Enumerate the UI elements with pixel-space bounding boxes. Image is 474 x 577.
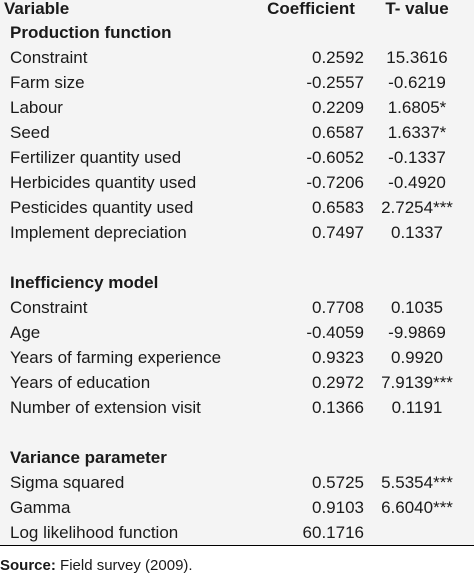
table-row: Labour 0.2209 1.6805* xyxy=(0,95,474,120)
t-value-cell: 5.5354*** xyxy=(381,473,453,492)
header-variable: Variable xyxy=(4,0,70,18)
coefficient-cell: 0.2209 xyxy=(312,98,364,117)
table-row: Implement depreciation 0.7497 0.1337 xyxy=(0,220,474,245)
results-table: Variable Coefficient T- value Production… xyxy=(0,0,474,545)
coefficient-cell: -0.4059 xyxy=(306,323,364,342)
section-title: Inefficiency model xyxy=(10,273,159,292)
variable-cell: Constraint xyxy=(10,298,88,317)
table-body: Production function Constraint 0.2592 15.36… xyxy=(0,20,474,545)
coefficient-cell: 0.2592 xyxy=(312,48,364,67)
variable-cell: Implement depreciation xyxy=(10,223,187,242)
t-value-cell: -0.1337 xyxy=(388,148,446,167)
variable-cell: Farm size xyxy=(10,73,85,92)
table-row: Pesticides quantity used 0.6583 2.7254*** xyxy=(0,195,474,220)
t-value-cell: 1.6805* xyxy=(387,98,447,117)
header-t-value: T- value xyxy=(385,0,449,18)
t-value-cell: 2.7254*** xyxy=(381,198,453,217)
variable-cell: Number of extension visit xyxy=(10,398,201,417)
section-spacer xyxy=(0,245,474,270)
coefficient-cell: 0.7708 xyxy=(312,298,364,317)
t-value-cell: 1.6337* xyxy=(387,123,447,142)
variable-cell: Years of education xyxy=(10,373,151,392)
table-row: Sigma squared 0.5725 5.5354*** xyxy=(0,470,474,495)
table-row: Herbicides quantity used -0.7206 -0.4920 xyxy=(0,170,474,195)
variable-cell: Herbicides quantity used xyxy=(10,173,197,192)
coefficient-cell: 0.2972 xyxy=(312,373,364,392)
section-title: Production function xyxy=(10,23,172,42)
section-spacer xyxy=(0,420,474,445)
coefficient-cell: -0.7206 xyxy=(306,173,364,192)
table-row: Gamma 0.9103 6.6040*** xyxy=(0,495,474,520)
source-text: Field survey (2009). xyxy=(60,557,193,574)
table-row: Constraint 0.7708 0.1035 xyxy=(0,295,474,320)
table-header: Variable Coefficient T- value xyxy=(0,0,474,20)
variable-cell: Sigma squared xyxy=(10,473,125,492)
variable-cell: Labour xyxy=(10,98,63,117)
variable-cell: Log likelihood function xyxy=(10,523,179,542)
coefficient-cell: 0.7497 xyxy=(312,223,364,242)
t-value-cell: -0.4920 xyxy=(388,173,446,192)
t-value-cell: 0.9920 xyxy=(391,348,443,367)
section-title: Variance parameter xyxy=(10,448,167,467)
source-label: Source: xyxy=(0,557,56,574)
t-value-cell: 0.1337 xyxy=(391,223,443,242)
coefficient-cell: 0.9323 xyxy=(312,348,364,367)
section-heading: Production function xyxy=(0,20,474,45)
coefficient-cell: 0.9103 xyxy=(312,498,364,517)
table-bottom-rule xyxy=(0,545,474,546)
t-value-cell: -0.6219 xyxy=(388,73,446,92)
table-row: Fertilizer quantity used -0.6052 -0.1337 xyxy=(0,145,474,170)
t-value-cell: 7.9139*** xyxy=(381,373,453,392)
coefficient-cell: 0.5725 xyxy=(312,473,364,492)
table-row: Years of farming experience 0.9323 0.9920 xyxy=(0,345,474,370)
variable-cell: Pesticides quantity used xyxy=(10,198,194,217)
table-row: Farm size -0.2557 -0.6219 xyxy=(0,70,474,95)
table-row: Log likelihood function 60.1716 xyxy=(0,520,474,545)
header-coefficient: Coefficient xyxy=(267,0,355,18)
coefficient-cell: 60.1716 xyxy=(302,523,364,542)
t-value-cell: 0.1191 xyxy=(391,398,443,417)
coefficient-cell: 0.6583 xyxy=(312,198,364,217)
t-value-cell: 6.6040*** xyxy=(381,498,453,517)
table-row: Seed 0.6587 1.6337* xyxy=(0,120,474,145)
coefficient-cell: -0.6052 xyxy=(306,148,364,167)
coefficient-cell: 0.6587 xyxy=(312,123,364,142)
t-value-cell: 0.1035 xyxy=(391,298,443,317)
variable-cell: Constraint xyxy=(10,48,88,67)
variable-cell: Fertilizer quantity used xyxy=(10,148,182,167)
t-value-cell: -9.9869 xyxy=(388,323,446,342)
variable-cell: Age xyxy=(10,323,41,342)
variable-cell: Seed xyxy=(10,123,50,142)
table-row: Constraint 0.2592 15.3616 xyxy=(0,45,474,70)
section-heading: Variance parameter xyxy=(0,445,474,470)
t-value-cell: 15.3616 xyxy=(386,48,448,67)
table-row: Age -0.4059 -9.9869 xyxy=(0,320,474,345)
table-row: Years of education 0.2972 7.9139*** xyxy=(0,370,474,395)
variable-cell: Gamma xyxy=(10,498,71,517)
source-note: Source: Field survey (2009). xyxy=(0,557,193,575)
section-heading: Inefficiency model xyxy=(0,270,474,295)
coefficient-cell: -0.2557 xyxy=(306,73,364,92)
table-row: Number of extension visit 0.1366 0.1191 xyxy=(0,395,474,420)
variable-cell: Years of farming experience xyxy=(10,348,222,367)
coefficient-cell: 0.1366 xyxy=(312,398,364,417)
